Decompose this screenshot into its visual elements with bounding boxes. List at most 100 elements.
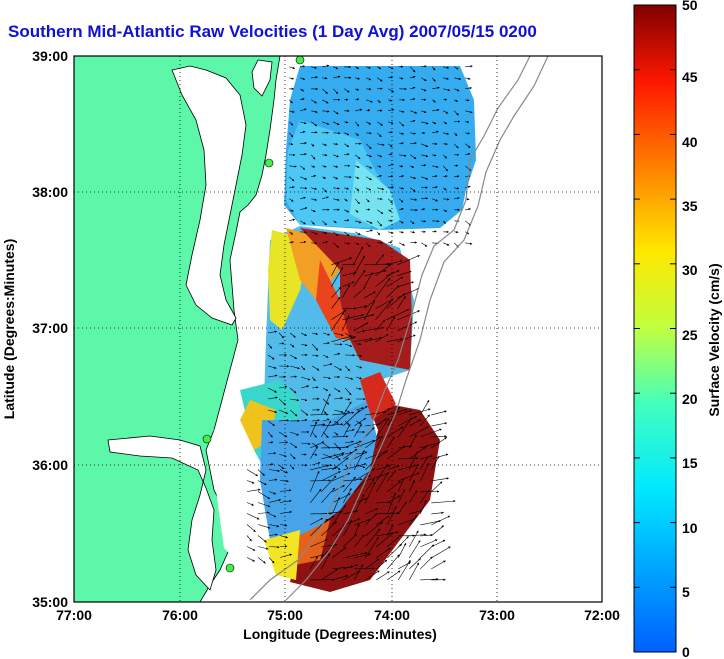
- velocity-arrow: [465, 132, 470, 135]
- velocity-arrow: [386, 260, 403, 266]
- velocity-arrow: [343, 424, 351, 438]
- velocity-arrow: [356, 330, 366, 334]
- velocity-arrow: [288, 121, 294, 126]
- velocity-arrow: [432, 130, 439, 134]
- velocity-arrow: [321, 543, 338, 548]
- velocity-arrow: [246, 469, 259, 477]
- velocity-arrow: [421, 220, 427, 223]
- velocity-arrow: [409, 509, 423, 515]
- velocity-arrow: [465, 242, 473, 245]
- velocity-arrow: [300, 88, 304, 92]
- velocity-arrow: [465, 207, 471, 211]
- velocity-arrow: [366, 154, 372, 158]
- velocity-arrow: [312, 462, 321, 466]
- velocity-arrow: [365, 513, 377, 526]
- velocity-arrow: [343, 520, 353, 537]
- velocity-arrow: [354, 519, 370, 526]
- velocity-arrow: [376, 531, 399, 537]
- velocity-arrow: [300, 130, 306, 134]
- velocity-arrow: [410, 165, 415, 168]
- velocity-arrow: [421, 121, 429, 125]
- velocity-arrow: [321, 393, 331, 416]
- velocity-arrow: [409, 514, 418, 526]
- velocity-arrow: [421, 88, 427, 92]
- velocity-arrow: [431, 77, 436, 82]
- velocity-arrow: [300, 240, 307, 244]
- velocity-arrow: [322, 240, 329, 244]
- velocity-arrow: [345, 440, 354, 444]
- velocity-arrow: [421, 197, 429, 200]
- velocity-arrow: [375, 300, 392, 320]
- velocity-arrow: [377, 154, 383, 158]
- velocity-arrow: [310, 556, 318, 570]
- velocity-arrow: [376, 435, 383, 449]
- velocity-arrow: [268, 533, 278, 536]
- velocity-arrow: [300, 409, 309, 416]
- velocity-arrow: [364, 300, 375, 320]
- velocity-arrow: [356, 464, 366, 469]
- velocity-arrow: [310, 441, 325, 449]
- velocity-arrow: [310, 488, 322, 504]
- velocity-arrow: [279, 441, 289, 444]
- velocity-arrow: [387, 506, 397, 526]
- velocity-arrow: [365, 427, 375, 438]
- velocity-arrow: [375, 271, 395, 288]
- colorbar-tick-label: 30: [682, 262, 698, 278]
- velocity-arrow: [409, 562, 420, 581]
- station-marker: [202, 434, 212, 444]
- velocity-arrow: [443, 110, 449, 114]
- velocity-arrow: [409, 434, 417, 449]
- velocity-arrow: [410, 230, 416, 234]
- velocity-arrow: [454, 77, 462, 81]
- velocity-arrow: [289, 409, 298, 417]
- velocity-arrow: [289, 387, 297, 394]
- velocity-arrow: [279, 510, 293, 514]
- velocity-arrow: [354, 423, 362, 438]
- velocity-arrow: [312, 354, 319, 357]
- velocity-arrow: [443, 198, 450, 201]
- y-tick-label: 39:00: [32, 48, 68, 64]
- velocity-arrow: [388, 143, 393, 148]
- velocity-arrow: [355, 420, 362, 425]
- y-axis: 39:00 38:00 37:00 36:00 35:00 Latitude (…: [1, 48, 68, 610]
- velocity-arrow: [397, 334, 416, 343]
- velocity-arrow: [345, 398, 351, 401]
- velocity-arrow: [365, 536, 379, 559]
- station-marker: [264, 158, 274, 168]
- velocity-arrow: [409, 446, 427, 460]
- velocity-arrow: [387, 406, 400, 427]
- velocity-arrow: [331, 309, 347, 321]
- velocity-arrow: [333, 121, 340, 126]
- velocity-arrow: [321, 471, 341, 482]
- colorbar-tick-label: 35: [682, 198, 698, 214]
- velocity-arrow: [278, 409, 289, 414]
- velocity-arrow: [387, 495, 401, 504]
- velocity-arrow: [257, 502, 271, 508]
- velocity-arrow: [354, 564, 364, 581]
- velocity-arrow: [397, 295, 406, 309]
- velocity-arrow: [289, 110, 295, 113]
- velocity-arrow: [289, 442, 298, 449]
- velocity-arrow: [387, 543, 402, 559]
- velocity-arrow: [377, 174, 382, 178]
- velocity-arrow: [279, 385, 288, 389]
- velocity-arrow: [322, 143, 327, 146]
- velocity-arrow: [333, 110, 339, 115]
- velocity-arrow: [300, 165, 306, 170]
- velocity-arrow: [257, 557, 266, 564]
- velocity-arrow: [300, 207, 308, 211]
- velocity-arrow: [333, 75, 341, 79]
- velocity-arrow: [465, 99, 470, 102]
- velocity-arrow: [310, 464, 330, 471]
- velocity-arrow: [246, 535, 252, 542]
- velocity-arrow: [387, 570, 401, 581]
- velocity-arrow: [410, 75, 416, 79]
- velocity-arrow: [386, 293, 406, 310]
- velocity-arrow: [333, 431, 339, 436]
- velocity-arrow: [398, 477, 405, 493]
- velocity-arrow: [353, 305, 367, 310]
- velocity-arrow: [354, 474, 371, 493]
- velocity-arrow: [399, 242, 405, 246]
- velocity-arrow: [310, 154, 316, 160]
- velocity-arrow: [353, 337, 373, 343]
